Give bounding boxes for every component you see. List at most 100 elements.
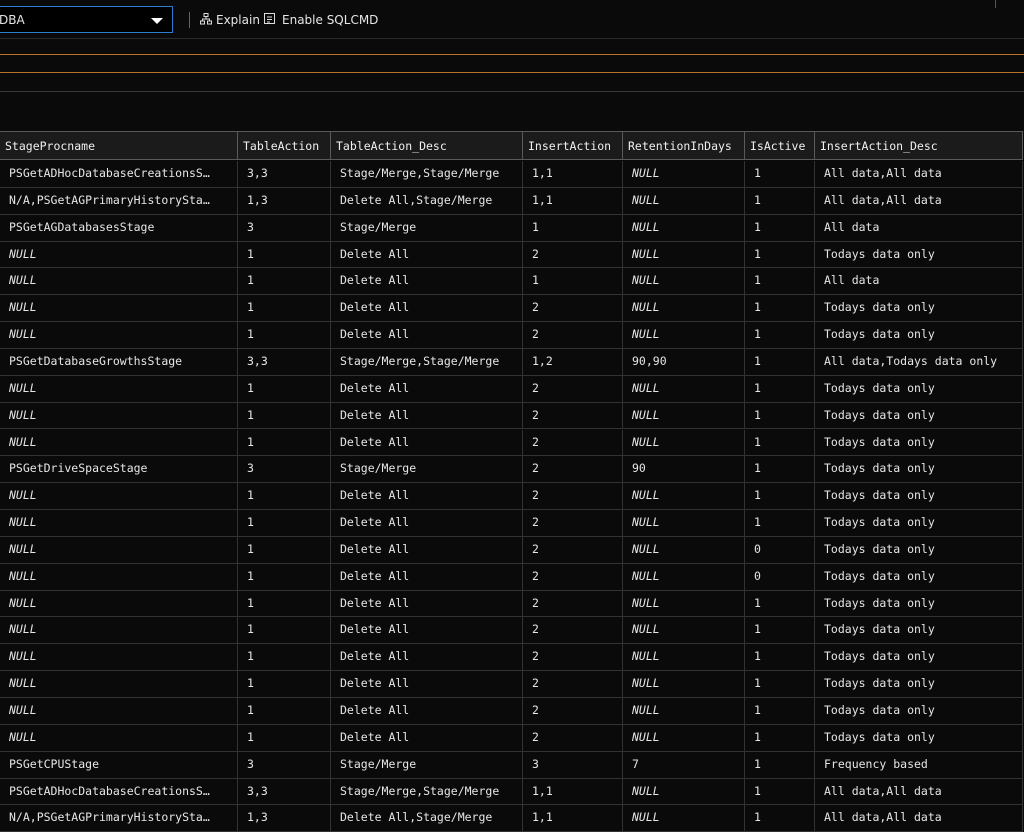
grid-cell[interactable]: Delete All,Stage/Merge [331,805,523,832]
grid-cell[interactable]: 2 [523,295,623,323]
grid-cell[interactable]: NULL [623,590,745,618]
grid-cell[interactable]: 1 [745,295,815,323]
grid-cell[interactable]: 1 [745,510,815,537]
grid-cell[interactable]: NULL [0,295,238,323]
grid-cell[interactable]: 1 [745,483,815,511]
grid-cell[interactable]: N/A,PSGetAGPrimaryHistorySta… [0,805,238,832]
grid-cell[interactable]: 7 [623,751,745,779]
grid-cell[interactable]: Delete All [331,402,523,430]
grid-cell[interactable]: PSGetADHocDatabaseCreationsS… [0,778,238,806]
grid-cell[interactable]: Delete All [331,590,523,618]
grid-cell[interactable]: 1 [238,483,331,511]
grid-cell[interactable]: NULL [0,322,238,349]
grid-cell[interactable]: Stage/Merge [331,456,523,484]
sqlcmd-button[interactable]: Enable SQLCMD [282,13,379,27]
grid-cell[interactable]: Delete All [331,241,523,269]
grid-cell[interactable]: All data,All data [815,187,1023,215]
grid-cell[interactable]: NULL [0,483,238,511]
grid-cell[interactable]: Todays data only [815,644,1023,672]
grid-cell[interactable]: 1 [238,563,331,591]
grid-cell[interactable]: Delete All [331,671,523,698]
grid-cell[interactable]: 1 [238,590,331,618]
grid-cell[interactable]: 1 [745,456,815,484]
grid-cell[interactable]: NULL [623,644,745,672]
grid-cell[interactable]: Delete All [331,510,523,537]
grid-cell[interactable]: Todays data only [815,671,1023,698]
column-header[interactable]: StageProcname [0,131,238,160]
grid-cell[interactable]: 2 [523,617,623,645]
grid-cell[interactable]: NULL [623,187,745,215]
grid-cell[interactable]: 1 [745,322,815,349]
grid-cell[interactable]: 1 [238,698,331,725]
grid-cell[interactable]: NULL [0,429,238,457]
grid-cell[interactable]: 1 [745,751,815,779]
grid-cell[interactable]: Delete All [331,322,523,349]
grid-cell[interactable]: 3 [238,214,331,242]
grid-cell[interactable]: Todays data only [815,402,1023,430]
grid-cell[interactable]: 1 [238,644,331,672]
grid-cell[interactable]: 2 [523,644,623,672]
grid-cell[interactable]: NULL [0,698,238,725]
grid-cell[interactable]: NULL [623,563,745,591]
grid-cell[interactable]: Delete All [331,617,523,645]
grid-cell[interactable]: Delete All [331,536,523,564]
grid-cell[interactable]: NULL [0,724,238,752]
grid-cell[interactable]: 1 [745,429,815,457]
grid-cell[interactable]: NULL [623,724,745,752]
grid-cell[interactable]: Todays data only [815,295,1023,323]
grid-cell[interactable]: 2 [523,698,623,725]
column-header[interactable]: TableAction_Desc [331,131,523,160]
grid-cell[interactable]: NULL [623,161,745,188]
grid-cell[interactable]: Stage/Merge,Stage/Merge [331,778,523,806]
grid-cell[interactable]: 1 [745,671,815,698]
grid-cell[interactable]: Delete All [331,483,523,511]
grid-cell[interactable]: All data [815,214,1023,242]
grid-cell[interactable]: Delete All [331,375,523,403]
grid-cell[interactable]: Delete All [331,295,523,323]
grid-cell[interactable]: Stage/Merge [331,214,523,242]
grid-cell[interactable]: NULL [623,429,745,457]
grid-cell[interactable]: Todays data only [815,322,1023,349]
grid-cell[interactable]: 2 [523,483,623,511]
grid-cell[interactable]: Delete All,Stage/Merge [331,187,523,215]
grid-cell[interactable]: Todays data only [815,590,1023,618]
grid-cell[interactable]: 1 [745,214,815,242]
grid-cell[interactable]: 1 [238,724,331,752]
grid-cell[interactable]: PSGetDriveSpaceStage [0,456,238,484]
grid-cell[interactable]: NULL [623,375,745,403]
grid-cell[interactable]: 2 [523,402,623,430]
grid-cell[interactable]: 1 [745,241,815,269]
grid-cell[interactable]: 2 [523,563,623,591]
grid-cell[interactable]: NULL [623,241,745,269]
grid-cell[interactable]: NULL [0,402,238,430]
grid-cell[interactable]: 3,3 [238,161,331,188]
grid-cell[interactable]: NULL [623,510,745,537]
column-header[interactable]: InsertAction_Desc [815,131,1023,160]
grid-cell[interactable]: NULL [623,778,745,806]
grid-cell[interactable]: Stage/Merge,Stage/Merge [331,348,523,376]
grid-cell[interactable]: 1,2 [523,348,623,376]
grid-cell[interactable]: Stage/Merge [331,751,523,779]
grid-cell[interactable]: Todays data only [815,698,1023,725]
grid-cell[interactable]: All data [815,268,1023,296]
grid-cell[interactable]: 1 [238,241,331,269]
grid-cell[interactable]: All data,All data [815,805,1023,832]
explain-button[interactable]: Explain [216,13,260,27]
grid-cell[interactable]: NULL [0,241,238,269]
grid-cell[interactable]: 2 [523,510,623,537]
grid-cell[interactable]: 2 [523,724,623,752]
grid-cell[interactable]: 1 [523,268,623,296]
grid-cell[interactable]: 1 [238,429,331,457]
grid-cell[interactable]: 2 [523,590,623,618]
grid-cell[interactable]: Frequency based [815,751,1023,779]
grid-cell[interactable]: 3 [238,456,331,484]
grid-cell[interactable]: PSGetDatabaseGrowthsStage [0,348,238,376]
grid-cell[interactable]: All data,Todays data only [815,348,1023,376]
grid-cell[interactable]: NULL [0,563,238,591]
grid-cell[interactable]: NULL [0,375,238,403]
grid-cell[interactable]: 2 [523,375,623,403]
grid-cell[interactable]: 2 [523,671,623,698]
grid-cell[interactable]: 1,3 [238,187,331,215]
grid-cell[interactable]: 3,3 [238,778,331,806]
grid-cell[interactable]: Todays data only [815,510,1023,537]
